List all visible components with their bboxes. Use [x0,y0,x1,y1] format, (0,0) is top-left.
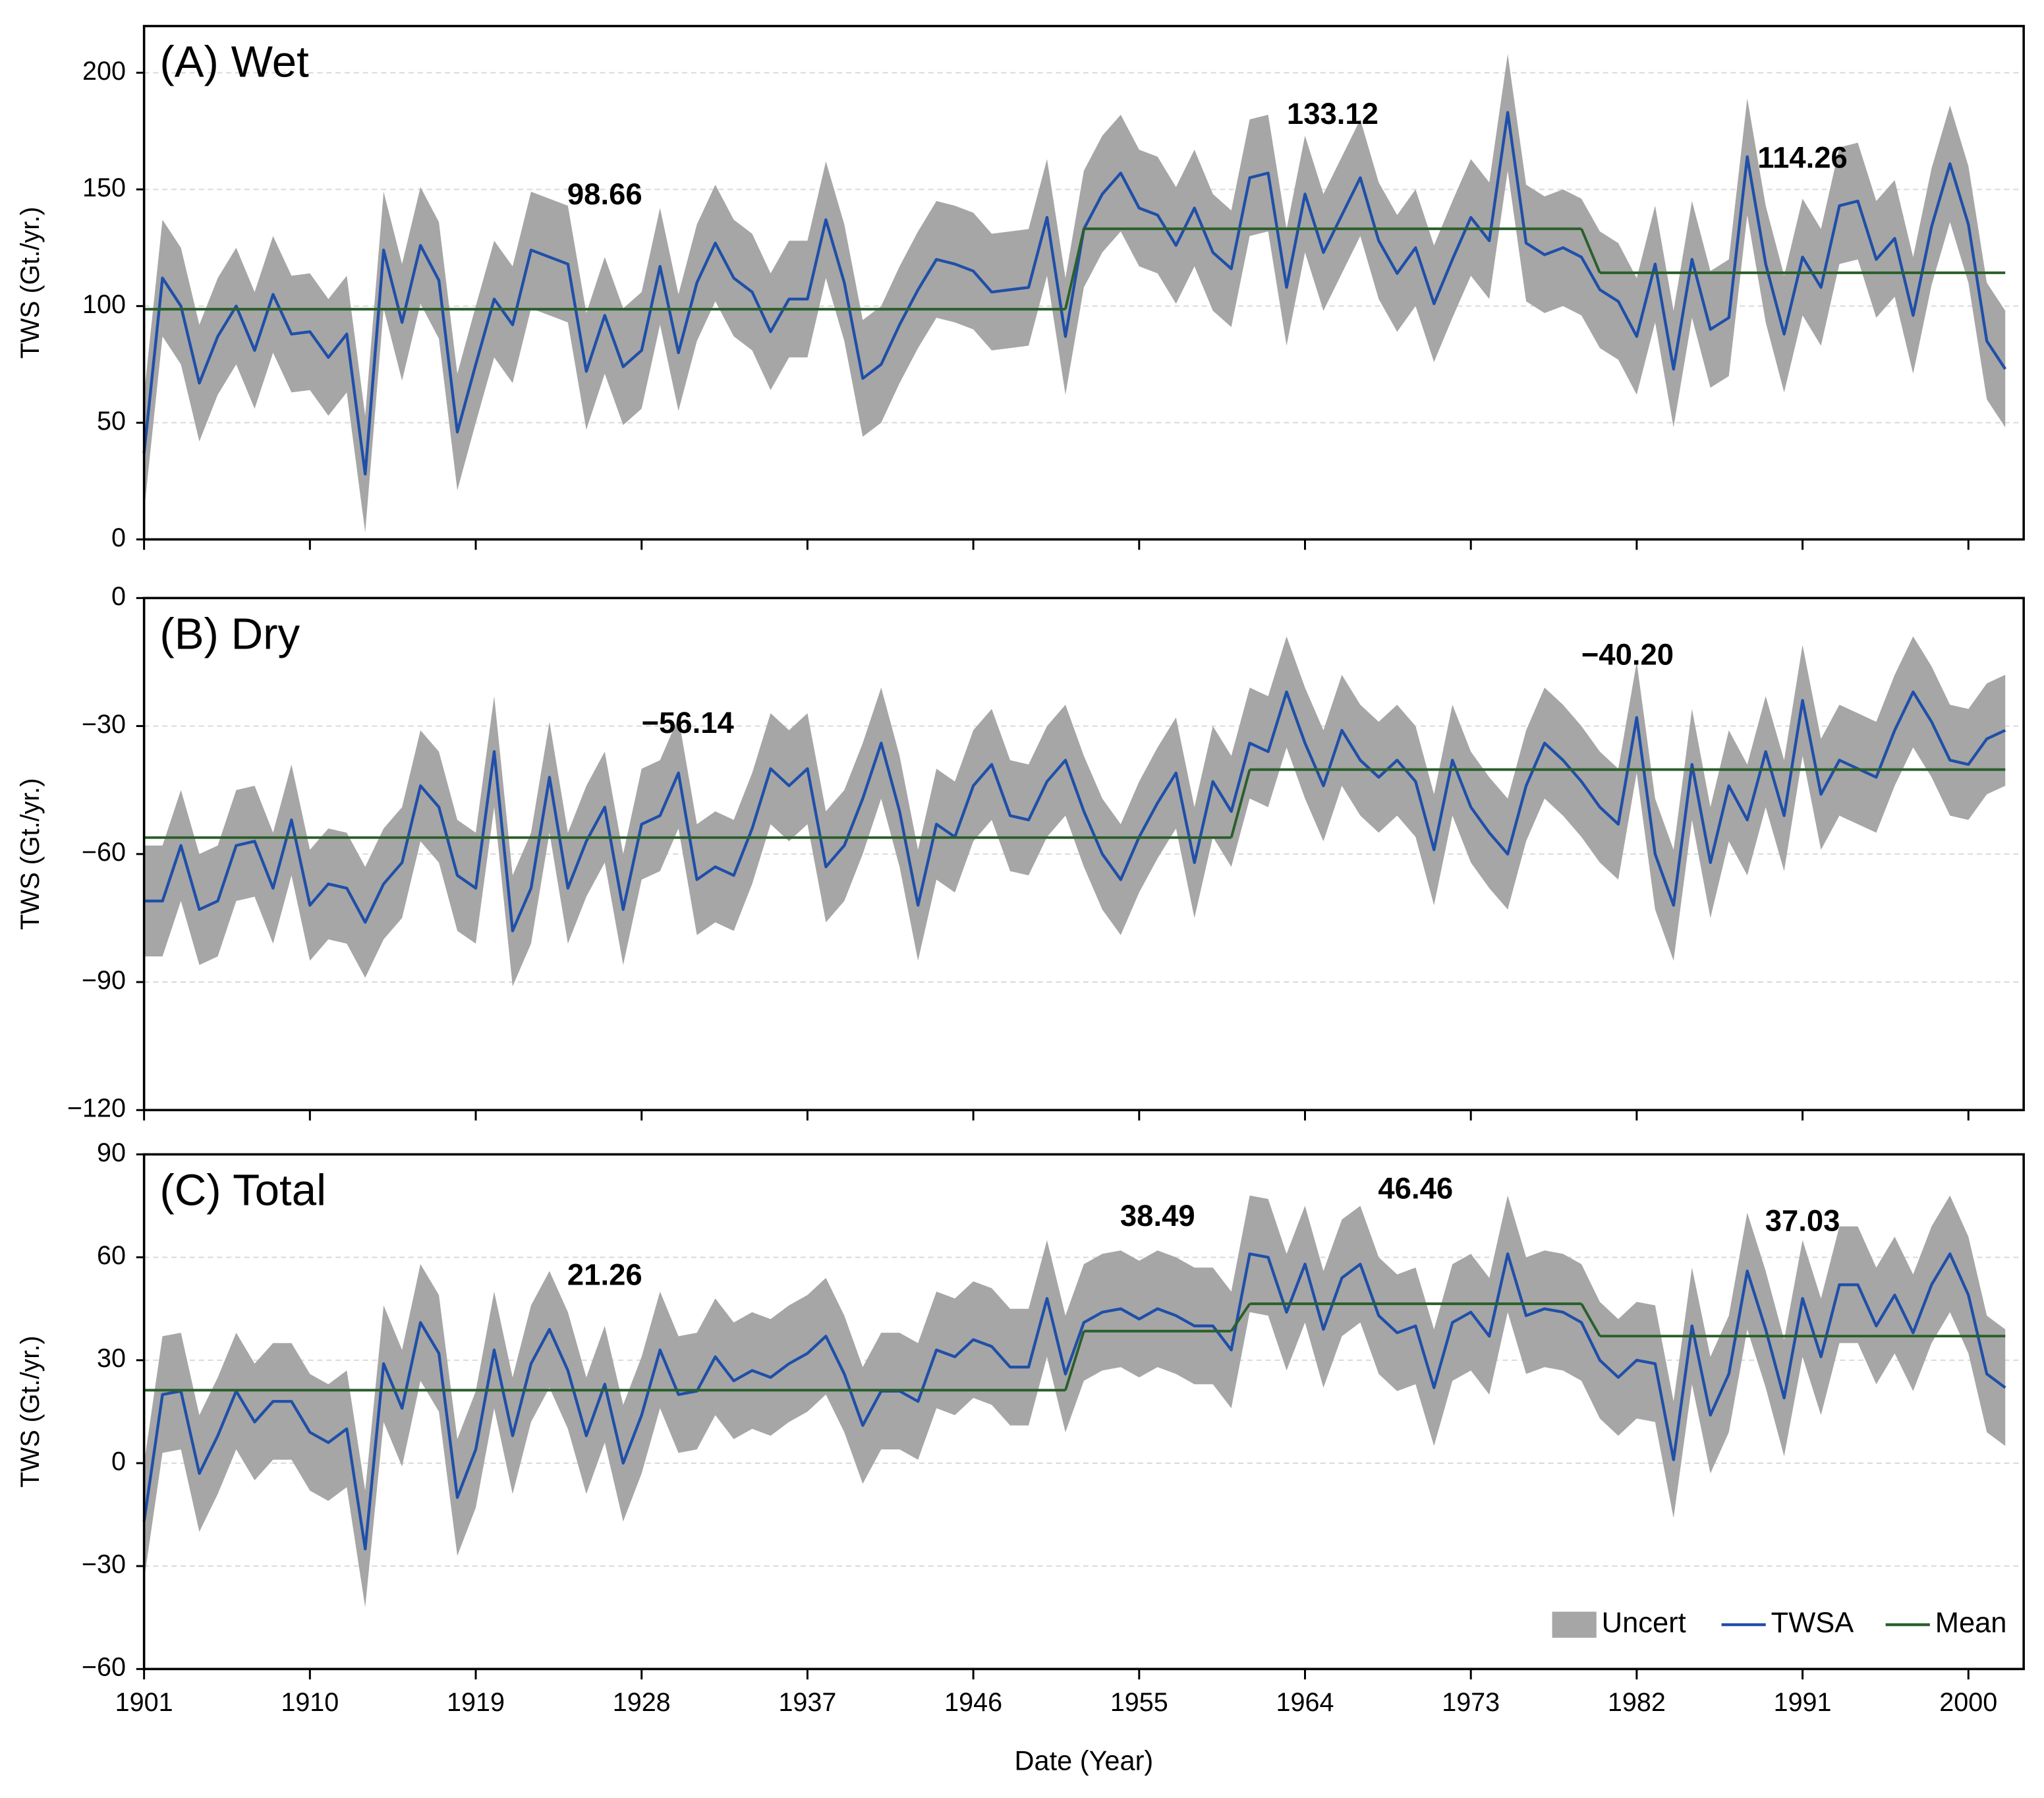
y-tick-label: 90 [97,1138,126,1167]
x-tick-label: 1910 [281,1688,339,1717]
x-tick-label: 1919 [447,1688,505,1717]
mean-label: 98.66 [567,177,642,211]
mean-label: −56.14 [641,706,734,740]
plot-frame [142,596,2025,1112]
x-tick-label: 2000 [1939,1688,1997,1717]
panel: 0 50 100 150 200 98.66 133.12 114.26 (A) Wet TWS … [16,24,2025,552]
y-tick-label: 0 [111,1447,126,1476]
legend-label: Mean [1935,1608,2007,1639]
x-tick-label: 1946 [944,1688,1002,1717]
x-tick-label: 1901 [115,1688,173,1717]
panel-title: (A) Wet [159,38,309,87]
y-tick-label: −60 [82,1653,126,1682]
y-tick-label: −30 [82,1550,126,1579]
y-tick-label: 200 [82,57,126,86]
y-tick-label: −30 [82,710,126,739]
mean-step [1230,769,1251,838]
y-tick-label: 150 [82,173,126,202]
uncertainty-band [144,636,2006,987]
y-tick-label: 100 [82,290,126,319]
panel: 90 60 30 0 −30 −60 1901 1910 1919 1928 1937 1946 195… [16,1138,2025,1776]
mean-step [1580,1303,1601,1337]
y-tick-label: 60 [97,1241,126,1270]
uncertainty-band [144,54,2006,533]
plot-frame [142,24,2025,541]
y-tick-label: 50 [97,407,126,436]
y-tick-label: −90 [82,966,126,995]
y-axis-label: TWS (Gt./yr.) [16,778,45,930]
x-tick-label: 1928 [613,1688,671,1717]
twsa-line [144,690,2006,933]
uncertainty-band [144,1195,2006,1608]
mean-label: 133.12 [1287,97,1378,130]
mean-label: 38.49 [1120,1199,1195,1232]
mean-label: 114.26 [1757,141,1848,175]
legend-label: TWSA [1771,1608,1854,1639]
twsa-line [142,1252,2006,1551]
mean-step [1064,1331,1085,1391]
mean-label: −40.20 [1581,638,1674,672]
y-tick-label: −120 [67,1094,126,1123]
y-tick-label: 30 [97,1344,126,1373]
plot-frame [142,1153,2025,1671]
legend-label: Uncert [1602,1608,1686,1639]
x-tick-label: 1937 [778,1688,836,1717]
legend-swatch [1552,1611,1597,1638]
y-tick-label: 0 [111,582,126,611]
mean-label: 46.46 [1378,1171,1453,1205]
x-axis-label: Date (Year) [1015,1745,1154,1776]
y-tick-label: 0 [111,523,126,552]
x-tick-label: 1955 [1110,1688,1168,1717]
mean-step [1580,228,1601,274]
mean-label: 21.26 [567,1258,642,1292]
mean-step [1064,228,1085,310]
x-tick-label: 1973 [1442,1688,1500,1717]
x-tick-label: 1991 [1774,1688,1832,1717]
y-axis-label: TWS (Gt./yr.) [16,1336,45,1488]
x-tick-label: 1982 [1608,1688,1666,1717]
y-tick-label: −60 [82,838,126,867]
panel-title: (B) Dry [159,609,300,658]
y-axis-label: TWS (Gt./yr.) [16,207,45,359]
panel: 0 −30 −60 −90 −120 −56.14 −40.20 (B) Dry TWS (Gt… [16,582,2025,1123]
mean-label: 37.03 [1765,1204,1840,1237]
x-tick-label: 1964 [1276,1688,1334,1717]
mean-step [1230,1303,1251,1332]
panel-title: (C) Total [159,1166,326,1215]
twsa-line [142,111,2007,476]
